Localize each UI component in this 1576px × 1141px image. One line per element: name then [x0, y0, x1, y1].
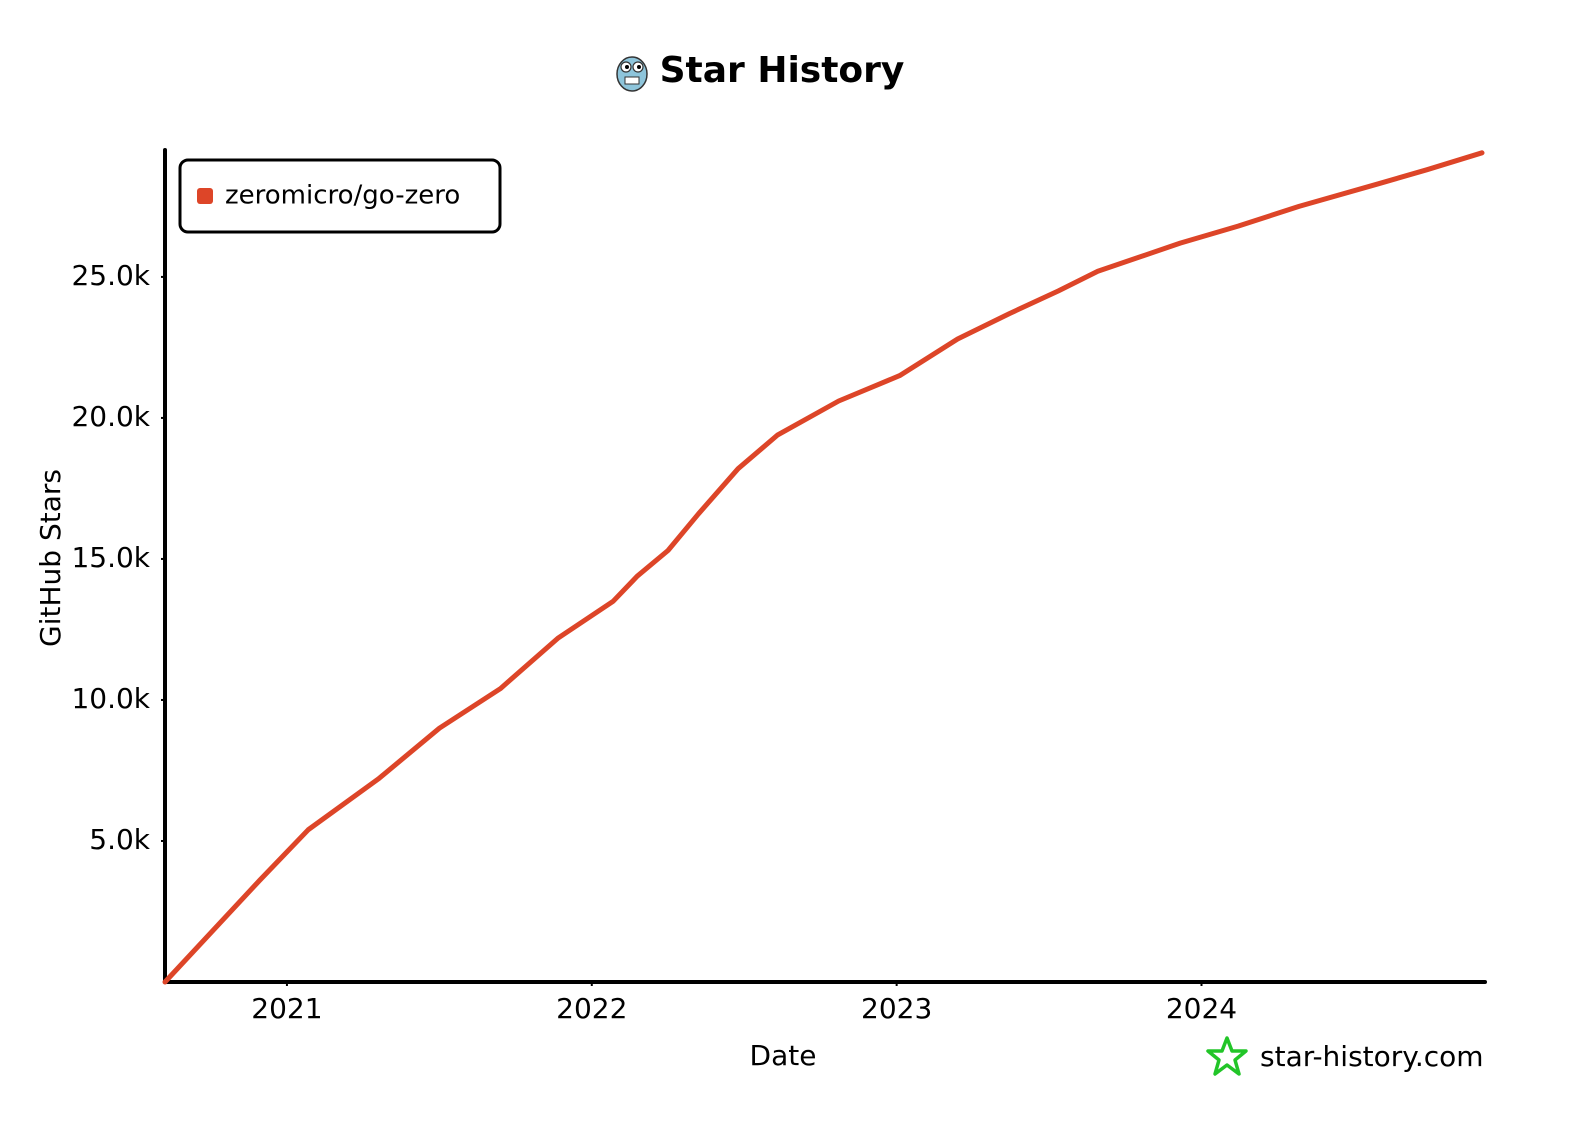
watermark: star-history.com — [1260, 1040, 1484, 1073]
y-axis-label: GitHub Stars — [34, 469, 67, 647]
x-tick-label: 2021 — [251, 992, 322, 1025]
watermark-icon — [1206, 1036, 1248, 1076]
x-tick-label: 2022 — [556, 992, 627, 1025]
legend-box — [178, 158, 502, 234]
x-axis-label: Date — [750, 1039, 817, 1072]
legend-label: zeromicro/go-zero — [225, 181, 460, 211]
x-tick-label: 2023 — [861, 992, 932, 1025]
legend: zeromicro/go-zero — [178, 158, 502, 234]
plot-area: 5.0k 10.0k 15.0k 20.0k 25.0k 2021 2022 2023 2024… — [71, 148, 1487, 1025]
y-tick-label: 20.0k — [71, 400, 150, 433]
chart-title: Star History — [660, 50, 905, 91]
x-tick-label: 2024 — [1166, 992, 1237, 1025]
y-tick-label: 10.0k — [71, 682, 150, 715]
y-tick-label: 5.0k — [89, 823, 151, 856]
logo-icon — [616, 56, 648, 92]
y-tick-label: 25.0k — [71, 259, 150, 292]
legend-swatch — [197, 188, 213, 204]
y-tick-label: 15.0k — [71, 541, 150, 574]
series-line — [162, 150, 1485, 985]
